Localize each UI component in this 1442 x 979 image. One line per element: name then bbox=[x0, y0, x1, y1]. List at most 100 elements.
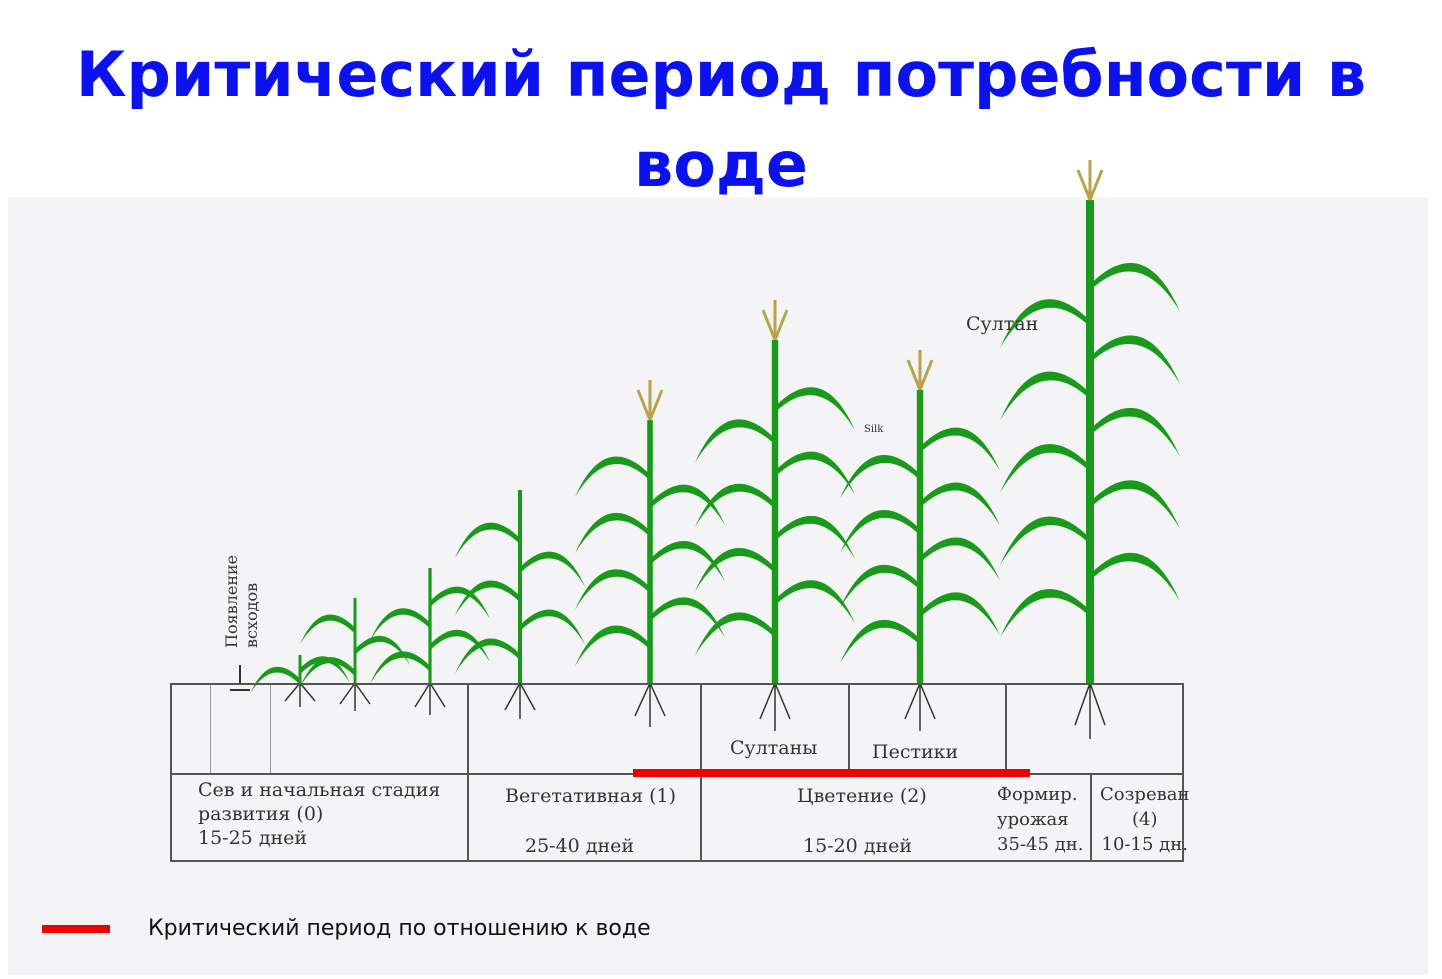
emergence-label-line: всходов bbox=[242, 582, 261, 648]
stage-text: 15-20 дней bbox=[803, 835, 913, 857]
tassel bbox=[906, 350, 934, 391]
leaf bbox=[1000, 588, 1090, 638]
divider bbox=[1090, 775, 1092, 862]
stage-text: (4) bbox=[1131, 809, 1158, 830]
leaf bbox=[1090, 262, 1180, 312]
tassels-label: Султаны bbox=[730, 737, 818, 759]
leaf bbox=[1000, 371, 1090, 421]
leaf bbox=[920, 537, 1000, 581]
leaf bbox=[1000, 444, 1090, 493]
leaf bbox=[695, 419, 775, 463]
diagram-background bbox=[8, 197, 1428, 975]
leaf bbox=[520, 551, 585, 587]
leaf bbox=[650, 484, 725, 526]
leaf bbox=[1000, 299, 1090, 348]
leaf bbox=[1090, 480, 1180, 529]
legend-label: Критический период по отношению к воде bbox=[148, 916, 651, 941]
roots bbox=[504, 682, 536, 719]
stage-1: Вегетативная (1) 25-40 дней bbox=[505, 784, 676, 858]
stage-text: урожая bbox=[997, 809, 1069, 830]
slide-title: Критический период потребности в воде bbox=[0, 30, 1442, 210]
tassel bbox=[1076, 160, 1104, 201]
title-line-2: воде bbox=[634, 128, 808, 201]
leaf bbox=[455, 580, 520, 616]
tassel-label: Султан bbox=[966, 313, 1039, 335]
leaf bbox=[695, 483, 775, 527]
corn-plant bbox=[370, 568, 490, 715]
leaf bbox=[775, 515, 855, 560]
stage-text: Цветение (2) bbox=[797, 785, 927, 807]
tassel bbox=[761, 300, 789, 341]
leaf bbox=[775, 387, 855, 431]
leaf bbox=[650, 597, 725, 638]
leaf bbox=[575, 569, 650, 610]
pistils-label: Пестики bbox=[872, 741, 959, 763]
roots bbox=[634, 682, 666, 727]
roots bbox=[339, 682, 371, 711]
divider bbox=[1005, 683, 1007, 773]
leaf bbox=[430, 629, 490, 663]
stage-3: Формир. урожая 35-45 дн. bbox=[997, 782, 1083, 857]
stage-text: Формир. bbox=[997, 784, 1078, 805]
leaf bbox=[300, 657, 355, 687]
corn-plant bbox=[455, 490, 585, 719]
roots bbox=[284, 682, 316, 707]
seedling bbox=[230, 665, 250, 691]
leaf bbox=[430, 586, 490, 620]
divider bbox=[270, 683, 271, 773]
leaf bbox=[455, 638, 520, 674]
stage-0: Сев и начальная стадия развития (0) 15-2… bbox=[198, 778, 440, 850]
stage-text: развития (0) bbox=[198, 803, 324, 825]
leaf bbox=[300, 614, 355, 645]
divider bbox=[170, 683, 172, 862]
emergence-label: Появление всходов bbox=[222, 555, 262, 648]
stage-text: Сев и начальная стадия bbox=[198, 779, 441, 801]
tassel bbox=[636, 380, 664, 421]
roots bbox=[904, 682, 936, 731]
critical-period-bar bbox=[633, 769, 1030, 777]
stage-text: 35-45 дн. bbox=[997, 834, 1084, 855]
leaf bbox=[695, 548, 775, 592]
corn-plant bbox=[300, 598, 410, 711]
stage-text: 15-25 дней bbox=[198, 827, 308, 849]
leaf bbox=[650, 541, 725, 582]
leaf bbox=[840, 455, 920, 499]
corn-plant bbox=[840, 350, 1000, 731]
legend-swatch bbox=[42, 925, 110, 933]
corn-plant bbox=[250, 655, 350, 707]
corn-plant bbox=[575, 380, 725, 727]
silk-label: Silk bbox=[864, 424, 884, 435]
leaf bbox=[920, 482, 1000, 526]
leaf bbox=[840, 564, 920, 609]
leaf bbox=[575, 512, 650, 554]
leaf bbox=[1000, 516, 1090, 566]
leaf bbox=[775, 451, 855, 495]
soil-line bbox=[170, 683, 1182, 685]
leaf bbox=[1090, 552, 1180, 602]
stage-text: Вегетативная (1) bbox=[505, 785, 677, 807]
leaf bbox=[300, 656, 350, 684]
leaf bbox=[695, 612, 775, 656]
stage-text: Созреван bbox=[1100, 784, 1190, 805]
corn-plant bbox=[1000, 160, 1180, 739]
roots bbox=[1074, 682, 1106, 739]
divider bbox=[210, 683, 211, 773]
divider bbox=[848, 683, 850, 773]
leaf bbox=[840, 509, 920, 554]
leaf bbox=[920, 427, 1000, 471]
leaf bbox=[775, 580, 855, 624]
stage-text: 10-15 дн. bbox=[1101, 834, 1188, 855]
corn-plant bbox=[695, 300, 855, 731]
table-bottom-line bbox=[170, 860, 1182, 862]
leaf bbox=[355, 635, 410, 666]
leaf bbox=[575, 625, 650, 667]
stage-4: Созреван (4) 10-15 дн. bbox=[1100, 782, 1189, 857]
leaf bbox=[840, 619, 920, 664]
leaf bbox=[920, 592, 1000, 636]
leaf bbox=[250, 666, 300, 694]
leaf bbox=[575, 456, 650, 497]
leaf bbox=[1090, 407, 1180, 457]
leaf bbox=[1090, 335, 1180, 384]
divider bbox=[467, 683, 469, 862]
